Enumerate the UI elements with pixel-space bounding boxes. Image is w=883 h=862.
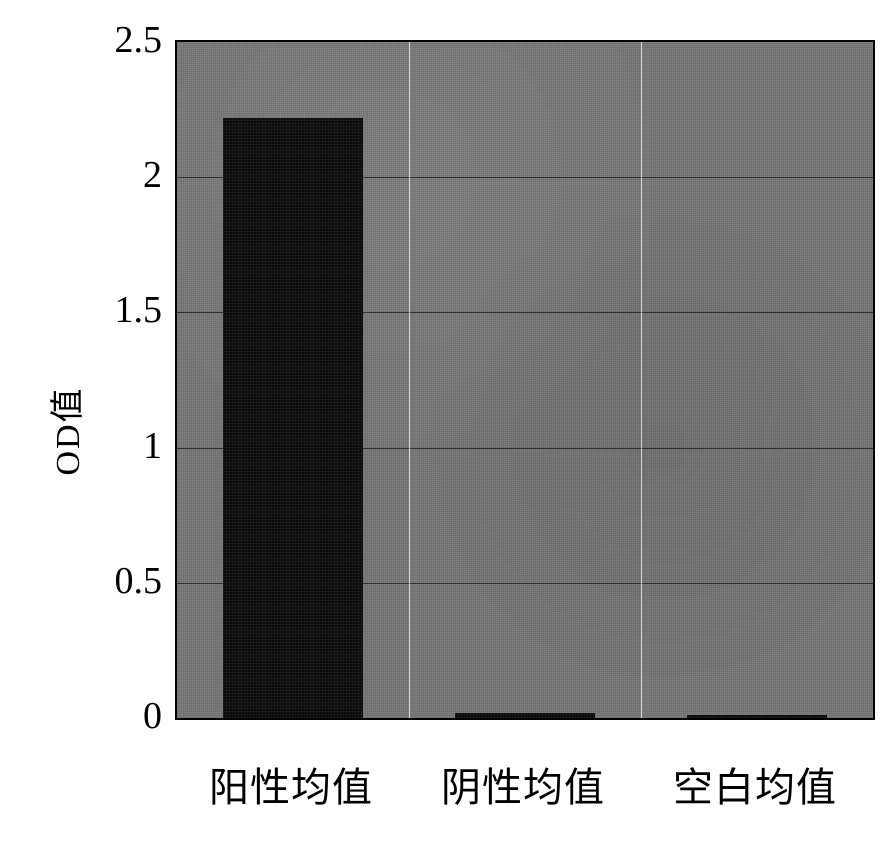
y-tick-label: 2 [143,153,162,197]
x-tick-label: 阴性均值 [441,755,605,813]
gridline-vertical [641,42,642,718]
gridline-vertical [409,42,410,718]
plot-area [175,40,875,720]
y-tick-label: 2.5 [115,18,163,62]
y-tick-label: 1 [143,424,162,468]
x-tick-label: 空白均值 [673,755,837,813]
x-axis-labels: 阳性均值 阴性均值 空白均值 [175,740,875,820]
y-tick-label: 0 [143,694,162,738]
bar [687,715,826,718]
bar [455,713,594,718]
bar [223,118,362,718]
y-axis-ticks: 00.511.522.5 [75,40,170,720]
y-tick-label: 1.5 [115,288,163,332]
x-tick-label: 阳性均值 [209,755,373,813]
y-tick-label: 0.5 [115,559,163,603]
bar-chart: OD值 00.511.522.5 阳性均值阴性均值空白均值 [20,20,883,842]
